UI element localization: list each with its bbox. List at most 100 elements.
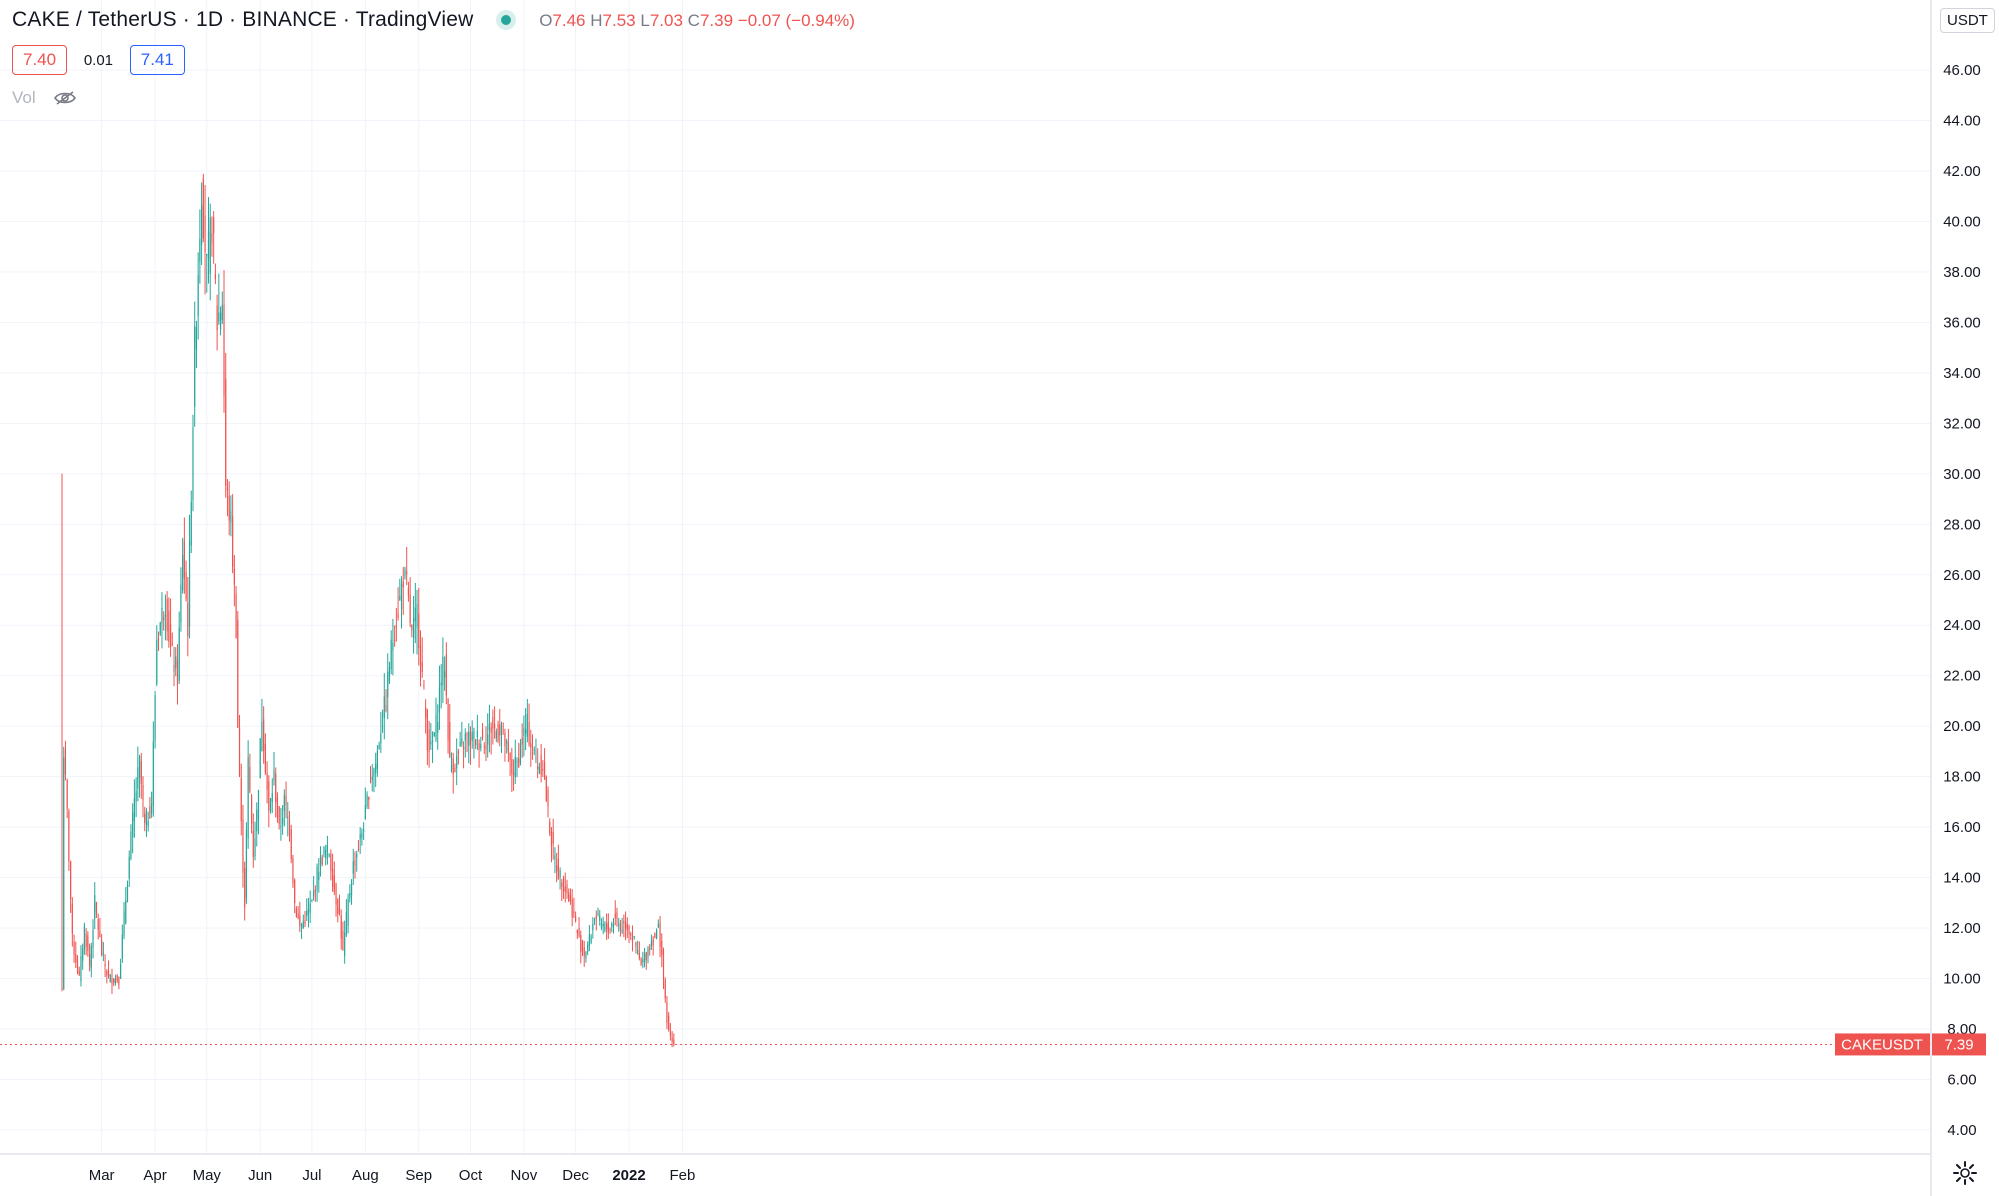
last-price-value: 7.39 — [1944, 1036, 1973, 1053]
symbol-name[interactable]: CAKE / TetherUS — [12, 8, 177, 31]
candle-body — [480, 744, 482, 749]
candle-body — [373, 768, 375, 777]
candle-body — [78, 970, 80, 976]
y-tick-label: 10.00 — [1943, 971, 1981, 988]
candle-body — [342, 930, 344, 950]
candle-body — [490, 727, 492, 733]
candle-body — [592, 924, 594, 931]
candle-body — [125, 900, 127, 924]
candle-body — [280, 825, 282, 827]
candle-body — [609, 929, 611, 931]
candle-body — [263, 719, 265, 751]
candle-body — [300, 924, 303, 927]
candle-body — [569, 894, 572, 901]
candle-body — [347, 898, 349, 926]
candle-body — [106, 970, 108, 976]
market-open-dot-icon — [501, 15, 512, 26]
candle-body — [606, 923, 608, 930]
candle-body — [450, 764, 453, 771]
candle-body — [573, 911, 575, 913]
candle-body — [306, 910, 308, 916]
currency-button[interactable]: USDT — [1940, 8, 1995, 33]
low-value: 7.03 — [649, 11, 683, 30]
candle-body — [244, 867, 246, 908]
candle-body — [414, 607, 416, 622]
candle-body — [238, 727, 241, 777]
candle-body — [616, 912, 618, 919]
candle-body — [385, 704, 387, 712]
candle-body — [611, 923, 613, 928]
candle-body — [202, 178, 204, 239]
y-tick-label: 38.00 — [1943, 264, 1981, 281]
volume-label: Vol — [12, 88, 36, 107]
candle-body — [90, 945, 92, 969]
candle-body — [149, 806, 151, 819]
candle-body — [350, 883, 353, 896]
candle-body — [282, 818, 284, 825]
candle-body — [323, 846, 325, 855]
candle-body — [669, 1030, 671, 1036]
sell-price-button[interactable]: 7.40 — [12, 45, 68, 75]
candle-body — [531, 752, 534, 754]
candle-body — [493, 723, 496, 729]
candle-body — [461, 738, 463, 744]
candle-body — [140, 761, 142, 784]
eye-off-icon[interactable] — [54, 90, 77, 105]
candle-body — [166, 599, 168, 632]
candle-body — [431, 740, 434, 743]
candle-body — [314, 889, 316, 892]
y-tick-label: 20.00 — [1943, 718, 1981, 735]
candle-body — [204, 215, 206, 253]
candle-body — [356, 853, 358, 858]
candle-body — [612, 923, 615, 926]
candle-body — [652, 939, 654, 946]
gear-icon[interactable] — [1952, 1160, 1978, 1186]
buy-price-button[interactable]: 7.41 — [129, 45, 185, 75]
candle-body — [137, 767, 139, 789]
candle-body — [171, 643, 173, 645]
candle-body — [497, 723, 499, 741]
candle-body — [462, 746, 465, 750]
candle-body — [333, 875, 335, 892]
candle-body — [216, 305, 218, 331]
price-axis[interactable]: 4.006.008.0010.0012.0014.0016.0018.0020.… — [1943, 62, 1981, 1139]
candle-body — [113, 978, 115, 984]
candle-body — [509, 752, 511, 760]
time-axis[interactable]: Mar Apr May Jun Jul Aug Sep Oct Nov Dec 2022 Feb — [89, 1167, 696, 1184]
candle-body — [214, 274, 216, 279]
candle-body — [442, 656, 444, 685]
candle-body — [278, 806, 280, 824]
candle-body — [578, 928, 580, 937]
symbol-legend[interactable]: CAKE / TetherUS · 1D · BINANCE · Trading… — [12, 8, 855, 32]
candle-body — [250, 795, 253, 825]
candle-body — [157, 638, 160, 641]
candle-body — [376, 750, 379, 770]
candle-body — [273, 770, 275, 782]
x-tick-label: Oct — [459, 1167, 483, 1184]
candle-body — [619, 923, 622, 931]
bid-ask[interactable]: 7.40 0.01 7.41 — [12, 45, 185, 75]
candle-body — [259, 738, 261, 779]
candle-body — [492, 717, 494, 729]
candle-body — [194, 326, 196, 407]
candle-body — [459, 741, 461, 747]
candle-body — [82, 948, 84, 961]
candle-body — [554, 855, 556, 860]
volume-indicator[interactable]: Vol — [12, 88, 77, 108]
candle-body — [256, 809, 258, 832]
candle-body — [425, 707, 427, 718]
candle-body — [109, 974, 111, 982]
x-tick-label: Dec — [562, 1167, 589, 1184]
candle-body — [159, 622, 161, 635]
candle-body — [114, 978, 117, 983]
interval[interactable]: 1D — [195, 8, 224, 31]
candle-body — [550, 832, 553, 847]
candle-body — [566, 884, 568, 894]
candle-body — [119, 963, 122, 979]
candle-body — [266, 772, 268, 790]
candle-body — [406, 571, 408, 574]
candle-body — [507, 742, 509, 752]
candle-body — [635, 942, 637, 947]
y-tick-label: 44.00 — [1943, 112, 1981, 129]
